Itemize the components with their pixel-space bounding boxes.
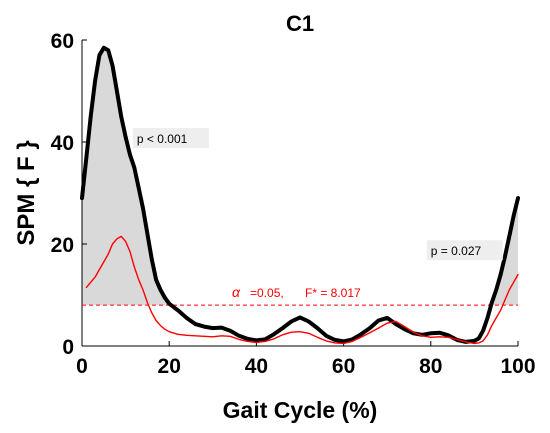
- p-value-annotation: p < 0.001: [132, 128, 209, 148]
- chart-title: C1: [286, 11, 314, 36]
- p-value-label: p < 0.001: [137, 132, 188, 146]
- series-line-1: [85, 235, 519, 345]
- p-value-label: p = 0.027: [431, 244, 482, 258]
- annotation-box: [132, 128, 209, 148]
- cluster-fill: [491, 198, 518, 306]
- y-tick-label: 0: [62, 336, 74, 359]
- x-tick-label: 60: [332, 355, 355, 378]
- y-tick-label: 40: [51, 132, 74, 155]
- p-value-annotation: p = 0.027: [426, 240, 503, 261]
- annotations: p < 0.001 p = 0.027: [132, 128, 503, 261]
- x-tick-label: 100: [500, 355, 535, 378]
- threshold-fstar-label: F* = 8.017: [305, 286, 361, 300]
- x-tick-label: 40: [245, 355, 268, 378]
- x-tick-label: 0: [76, 355, 88, 378]
- x-axis-label: Gait Cycle (%): [223, 397, 378, 423]
- y-tick-label: 20: [51, 234, 74, 257]
- threshold-alpha-label: =0.05,: [250, 286, 284, 300]
- threshold-alpha-symbol: α: [232, 284, 241, 300]
- annotation-box: [426, 240, 503, 261]
- x-tick-label: 20: [158, 355, 181, 378]
- suprathreshold-clusters: [82, 47, 518, 306]
- y-tick-label: 60: [51, 30, 74, 53]
- axes: 0 20 40 60 80 100 0 20 40 60: [51, 30, 536, 378]
- x-tick-label: 80: [419, 355, 442, 378]
- series-group: [80, 45, 520, 345]
- cluster-fill: [82, 47, 172, 306]
- y-axis-label: SPM { F }: [13, 140, 40, 245]
